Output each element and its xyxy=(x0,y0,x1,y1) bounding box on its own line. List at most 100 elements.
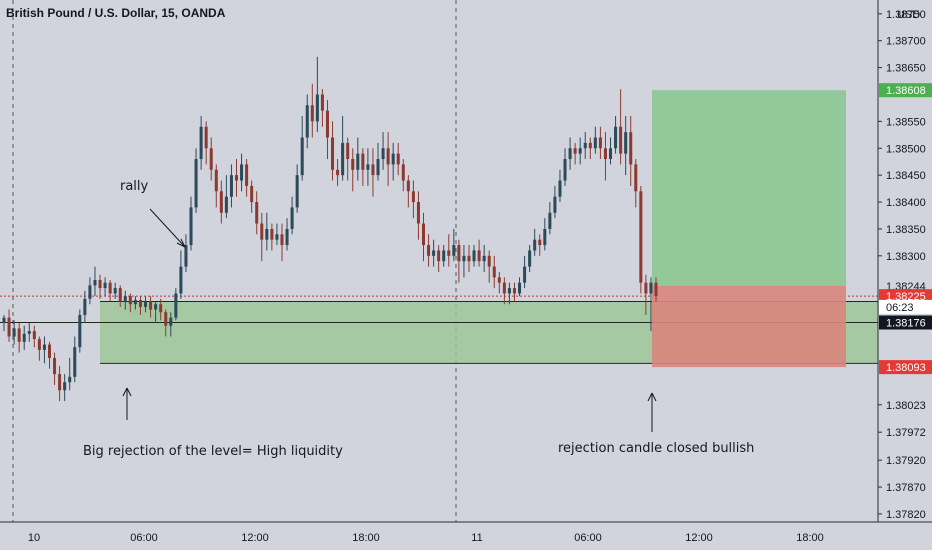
candle xyxy=(588,137,592,160)
candle xyxy=(42,336,46,364)
candle-body xyxy=(366,164,370,170)
candle-body xyxy=(386,148,390,165)
candle-body xyxy=(336,169,340,176)
right-annotation: rejection candle closed bullish xyxy=(558,441,754,456)
candle xyxy=(603,132,607,181)
candle-body xyxy=(553,196,557,213)
take-profit-zone[interactable] xyxy=(652,90,846,286)
candle xyxy=(538,234,542,256)
candle xyxy=(118,285,122,307)
price-badge-bg xyxy=(879,299,932,314)
candle xyxy=(421,212,426,262)
candle-body xyxy=(472,250,476,262)
candle xyxy=(285,218,289,251)
candle xyxy=(351,148,355,192)
candle-body xyxy=(421,223,426,246)
candle-body xyxy=(447,250,451,256)
candle xyxy=(93,266,97,297)
candle xyxy=(346,137,350,181)
candle-body xyxy=(331,137,335,170)
price-badge: 1.38608 xyxy=(879,83,932,98)
candle-body xyxy=(634,164,638,192)
candle xyxy=(63,374,67,402)
candle-body xyxy=(593,137,597,149)
candle xyxy=(68,357,72,391)
price-badge-label: 1.38608 xyxy=(886,85,926,97)
candle-body xyxy=(538,239,542,246)
candle-body xyxy=(27,331,31,334)
candle-body xyxy=(58,374,62,391)
candle xyxy=(300,116,304,181)
candle xyxy=(386,132,390,186)
candle xyxy=(406,175,410,208)
chart-title: British Pound / U.S. Dollar, 15, OANDA xyxy=(6,6,226,20)
candle-body xyxy=(184,245,188,267)
candle xyxy=(290,196,294,235)
candle xyxy=(543,218,547,251)
candle-body xyxy=(548,212,552,229)
candle xyxy=(37,336,41,361)
candle xyxy=(583,132,587,160)
candle-body xyxy=(644,282,648,294)
candle xyxy=(523,255,527,289)
candle-body xyxy=(563,159,567,181)
candle xyxy=(396,142,400,176)
stop-loss-zone[interactable] xyxy=(652,285,846,368)
candle-body xyxy=(346,142,350,160)
candle-body xyxy=(351,159,355,170)
candle-body xyxy=(63,382,67,391)
price-axis[interactable]: 1.38750 1.38700 1.38650 1.38550 1.38500 1.384… xyxy=(878,9,926,521)
candle-body xyxy=(477,250,481,262)
candle-body xyxy=(462,255,466,262)
candle xyxy=(184,234,188,272)
candle-body xyxy=(12,328,16,337)
time-axis[interactable]: 10 06:00 12:00 18:00 11 06:00 12:00 18:00 xyxy=(28,532,824,544)
candle xyxy=(325,99,329,160)
candle xyxy=(563,148,567,186)
time-tick-label: 06:00 xyxy=(130,532,158,544)
candle-body xyxy=(396,153,400,165)
candle xyxy=(427,234,431,267)
candle-body xyxy=(528,250,532,267)
candle-body xyxy=(401,164,405,181)
candle xyxy=(624,116,628,176)
candle xyxy=(573,142,577,165)
candle-body xyxy=(598,137,602,149)
candle-body xyxy=(240,164,244,181)
candle-body xyxy=(255,202,259,224)
candle xyxy=(629,116,633,186)
candle-body xyxy=(457,245,461,262)
candle-body xyxy=(73,347,77,377)
candle xyxy=(315,56,319,133)
candle xyxy=(416,191,420,240)
candle xyxy=(240,153,244,192)
price-badge-bg xyxy=(879,315,932,330)
price-tick-label: 1.38350 xyxy=(886,224,926,236)
candle-body xyxy=(103,282,107,289)
candle xyxy=(361,148,365,186)
candle xyxy=(497,271,501,294)
candle xyxy=(320,89,324,127)
candle-body xyxy=(22,333,26,342)
candle-body xyxy=(209,148,213,170)
candle-body xyxy=(98,280,102,289)
candle-body xyxy=(608,148,613,160)
candle-body xyxy=(649,282,653,294)
candle xyxy=(169,312,173,337)
time-tick-label: 12:00 xyxy=(241,532,269,544)
candle-body xyxy=(437,250,441,262)
candle xyxy=(123,290,127,310)
candle xyxy=(644,274,648,315)
candle-body xyxy=(7,317,11,337)
time-tick-label: 12:00 xyxy=(685,532,713,544)
candle-body xyxy=(174,293,178,318)
candle-body xyxy=(467,255,471,262)
candle xyxy=(366,148,370,186)
candle-body xyxy=(169,317,173,326)
candle-body xyxy=(295,175,299,208)
candle-body xyxy=(512,288,516,294)
candle-body xyxy=(199,126,203,160)
candle-body xyxy=(154,304,158,310)
candle xyxy=(159,298,163,321)
